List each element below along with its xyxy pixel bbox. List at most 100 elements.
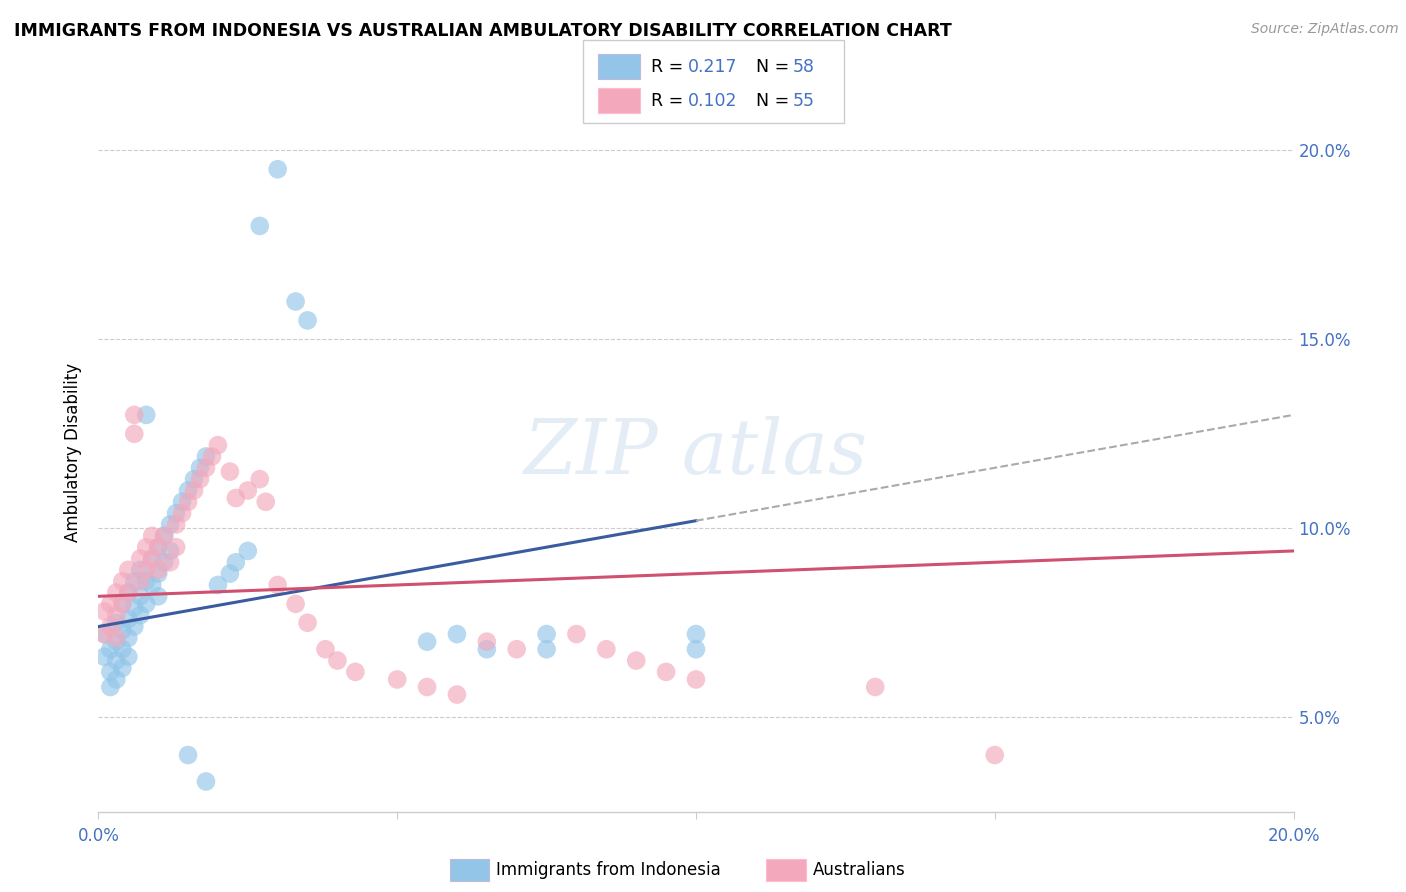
Point (153, 529, 176, 543)
Point (124, 426, 146, 441)
Point (105, 585, 128, 599)
Point (297, 313, 319, 327)
Point (111, 661, 134, 675)
Point (124, 600, 146, 615)
Point (98, 619, 122, 633)
Point (165, 540, 187, 554)
Point (416, 680, 439, 694)
Point (225, 491, 247, 505)
Point (207, 438, 229, 452)
Point (475, 642, 498, 657)
Point (124, 619, 146, 633)
Point (93, 604, 115, 618)
Point (446, 688, 468, 702)
Point (105, 673, 128, 687)
Point (159, 517, 181, 532)
Point (177, 747, 200, 762)
Point (148, 590, 170, 604)
Point (225, 555, 247, 569)
Point (98, 642, 122, 657)
Point (177, 483, 200, 498)
Text: Australians: Australians (813, 861, 905, 879)
Point (117, 631, 139, 645)
Point (254, 495, 277, 509)
Point (141, 529, 163, 543)
Point (685, 673, 707, 687)
Point (267, 162, 290, 177)
Point (284, 294, 307, 309)
Point (141, 551, 163, 566)
Point (153, 529, 176, 543)
Point (565, 627, 588, 641)
Point (219, 465, 242, 479)
Point (249, 219, 271, 233)
Point (506, 642, 529, 657)
Point (135, 597, 157, 611)
Point (159, 544, 181, 558)
Point (177, 495, 200, 509)
Text: ZIP atlas: ZIP atlas (524, 416, 868, 490)
Point (148, 540, 170, 554)
Point (159, 555, 181, 569)
Point (865, 680, 887, 694)
Point (536, 627, 558, 641)
Point (284, 597, 307, 611)
Point (98, 597, 122, 611)
Text: N =: N = (756, 92, 796, 110)
Point (135, 540, 157, 554)
Point (626, 654, 648, 668)
Text: IMMIGRANTS FROM INDONESIA VS AUSTRALIAN AMBULATORY DISABILITY CORRELATION CHART: IMMIGRANTS FROM INDONESIA VS AUSTRALIAN … (14, 22, 952, 40)
Point (236, 544, 259, 558)
Point (267, 578, 290, 592)
Point (188, 472, 211, 486)
Text: Source: ZipAtlas.com: Source: ZipAtlas.com (1251, 22, 1399, 37)
Point (165, 517, 187, 532)
Point (111, 597, 134, 611)
Point (148, 566, 170, 581)
Point (207, 578, 229, 592)
Point (105, 615, 128, 630)
Point (685, 627, 707, 641)
Point (172, 495, 194, 509)
Point (195, 460, 218, 475)
Point (98, 680, 122, 694)
Point (165, 506, 187, 520)
Point (111, 642, 134, 657)
Point (385, 673, 409, 687)
Point (249, 472, 271, 486)
Point (135, 574, 157, 589)
Point (117, 585, 139, 599)
Point (153, 555, 176, 569)
Point (188, 460, 211, 475)
Point (135, 563, 157, 577)
Point (475, 634, 498, 648)
Point (236, 483, 259, 498)
Point (117, 612, 139, 626)
Text: 0.102: 0.102 (688, 92, 737, 110)
Point (536, 642, 558, 657)
Point (148, 563, 170, 577)
Point (135, 408, 157, 422)
Point (93, 649, 115, 664)
Point (105, 608, 128, 623)
Point (595, 642, 617, 657)
Point (129, 590, 152, 604)
Point (446, 627, 468, 641)
Point (141, 551, 163, 566)
Point (195, 450, 218, 464)
Point (685, 642, 707, 657)
Point (111, 597, 134, 611)
Point (117, 563, 139, 577)
Text: Immigrants from Indonesia: Immigrants from Indonesia (496, 861, 721, 879)
Point (124, 408, 146, 422)
Text: 58: 58 (793, 58, 815, 76)
Text: 0.217: 0.217 (688, 58, 737, 76)
Point (344, 665, 367, 679)
Point (315, 642, 337, 657)
Point (117, 649, 139, 664)
Point (117, 585, 139, 599)
Text: R =: R = (651, 58, 689, 76)
Point (93, 627, 115, 641)
Point (984, 747, 1007, 762)
Point (183, 472, 205, 486)
